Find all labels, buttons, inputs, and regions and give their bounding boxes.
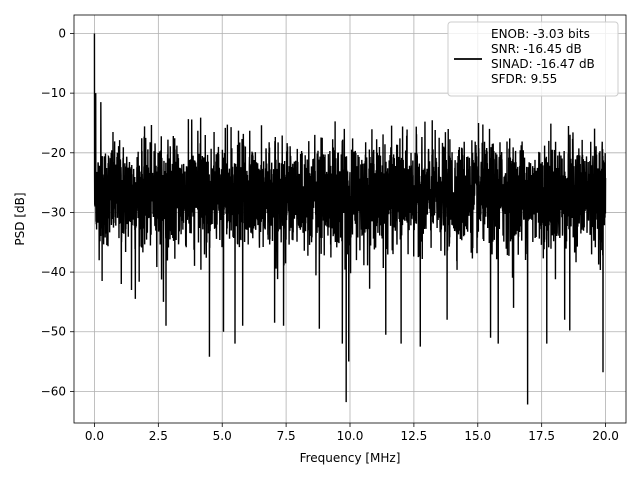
legend-text-enob: ENOB: -3.03 bits [491,27,590,41]
y-tick-label: 0 [58,26,66,40]
y-tick-label: −50 [41,325,66,339]
y-tick-label: −20 [41,146,66,160]
legend-box [447,21,619,97]
x-tick-label: 12.5 [401,429,428,443]
y-tick-label: −10 [41,86,66,100]
ticks: 0.0 2.5 5.0 7.5 10.0 12.5 15.0 17.5 20.0 0 −10 −20 −… [41,26,619,443]
legend-text-sfdr: SFDR: 9.55 [491,72,557,86]
legend-text-snr: SNR: -16.45 dB [491,42,582,56]
x-tick-label: 15.0 [464,429,491,443]
y-tick-label: −60 [41,384,66,398]
legend: ENOB: -3.03 bits SNR: -16.45 dB SINAD: -… [447,21,619,97]
x-tick-label: 17.5 [528,429,555,443]
x-axis-label: Frequency [MHz] [300,451,401,465]
x-tick-label: 20.0 [592,429,619,443]
legend-text-sinad: SINAD: -16.47 dB [491,57,595,71]
x-tick-label: 10.0 [337,429,364,443]
x-tick-label: 5.0 [213,429,232,443]
y-tick-label: −30 [41,205,66,219]
y-axis-label: PSD [dB] [13,192,27,245]
x-tick-label: 2.5 [149,429,168,443]
data-area [93,33,607,405]
x-tick-label: 7.5 [277,429,296,443]
y-tick-label: −40 [41,265,66,279]
x-tick-label: 0.0 [85,429,104,443]
psd-trace [93,33,607,405]
